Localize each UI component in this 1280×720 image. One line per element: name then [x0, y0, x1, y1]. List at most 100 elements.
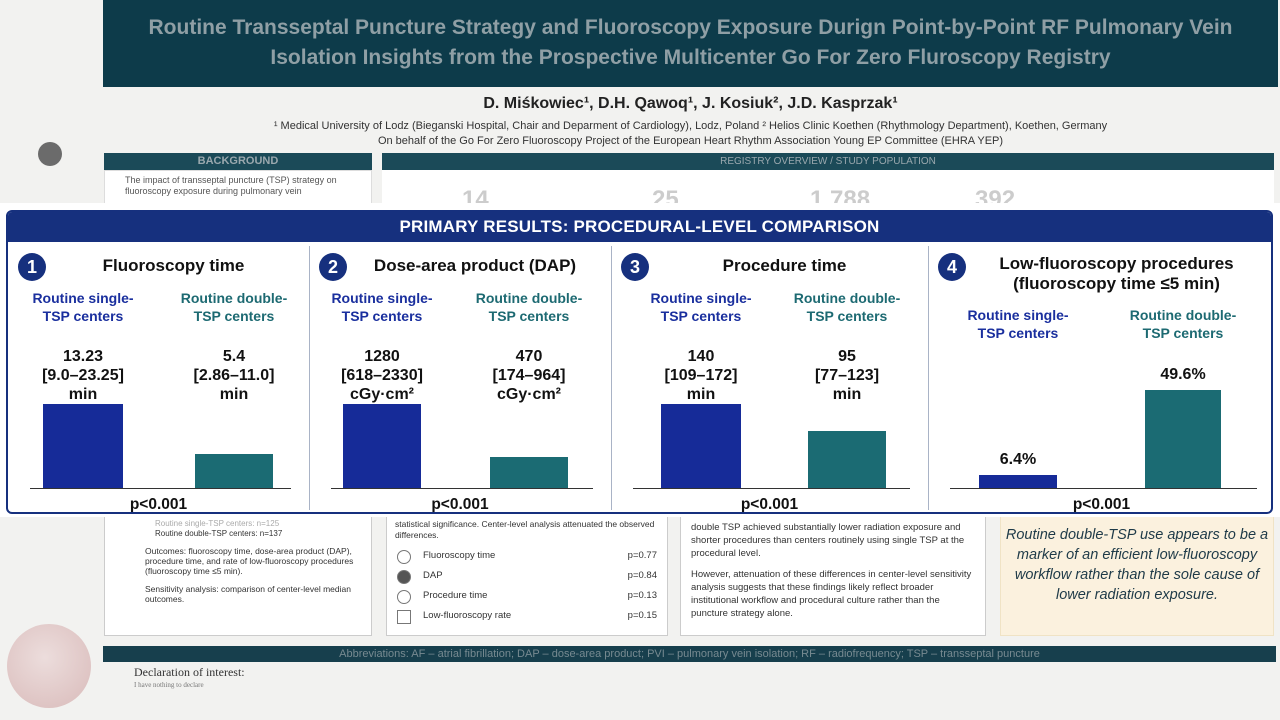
registry-header: REGISTRY OVERVIEW / STUDY POPULATION — [382, 153, 1274, 170]
p-value-label: p<0.001 — [431, 496, 489, 513]
value-unit: min — [686, 386, 716, 403]
value-unit: cGy·cm² — [349, 386, 415, 403]
p-value-label: p<0.001 — [740, 496, 799, 513]
panel-title-main: Low-fluoroscopy procedures — [999, 254, 1234, 273]
median-value: 13.23 — [62, 348, 104, 365]
center-row-p: p=0.15 — [627, 610, 657, 621]
bar-value-label: 5.4 [2.86–11.0] min — [169, 347, 299, 404]
p-value-label: p<0.001 — [1072, 496, 1131, 513]
p-value-label: p<0.001 — [129, 496, 188, 513]
group-label-single: Routine single-TSP centers — [331, 290, 433, 324]
conclusion-text: Routine double-TSP use appears to be a m… — [1005, 527, 1269, 603]
methods-outcomes: Outcomes: fluoroscopy time, dose-area pr… — [145, 546, 354, 576]
group-label-double: Routine double-TSP centers — [180, 290, 288, 324]
bar-single-tsp — [661, 404, 741, 488]
bar-double-tsp — [490, 457, 568, 488]
iqr-range: [9.0–23.25] — [42, 367, 124, 384]
registry-panel — [382, 170, 1274, 204]
center-row-procedure: Procedure time p=0.13 — [387, 590, 667, 604]
value-unit: cGy·cm² — [496, 386, 562, 403]
panel-title: Fluoroscopy time — [102, 256, 245, 275]
results-header: PRIMARY RESULTS: PROCEDURAL-LEVEL COMPAR… — [8, 212, 1271, 242]
center-row-p: p=0.84 — [627, 570, 657, 581]
panel-title: Dose-area product (DAP) — [373, 256, 577, 275]
median-value: 470 — [515, 348, 543, 365]
methods-panel: Routine single-TSP centers: n=125 Routin… — [104, 516, 372, 636]
results-panel-1: 1 Fluoroscopy time Routine single-TSP cent… — [8, 244, 309, 512]
globe-logo — [7, 624, 91, 708]
center-row-lowfluoro: Low-fluoroscopy rate p=0.15 — [387, 610, 667, 624]
x-axis-line — [633, 488, 910, 489]
affiliation-line: ¹ Medical University of Lodz (Bieganski … — [273, 120, 1108, 132]
x-axis-line — [30, 488, 291, 489]
value-unit: min — [219, 386, 249, 403]
center-row-fluoro: Fluoroscopy time p=0.77 — [387, 550, 667, 564]
x-axis-line — [950, 488, 1257, 489]
results-overlay: PRIMARY RESULTS: PROCEDURAL-LEVEL COMPAR… — [0, 203, 1280, 517]
center-row-dap: DAP p=0.84 — [387, 570, 667, 584]
dap-icon — [397, 570, 411, 584]
bar-single-tsp — [43, 404, 123, 488]
center-level-intro: statistical significance. Center-level a… — [395, 519, 655, 540]
panel-separator — [928, 246, 929, 510]
group-label-double: Routine double-TSP centers — [1129, 307, 1237, 341]
x-axis-line — [331, 488, 593, 489]
bar-value-label: 470 [174–964] cGy·cm² — [464, 347, 594, 404]
center-level-panel: statistical significance. Center-level a… — [386, 516, 668, 636]
bar-value-label: 6.4% — [999, 451, 1037, 468]
abbreviations-bar: Abbreviations: AF – atrial fibrillation;… — [103, 646, 1276, 662]
poster-affiliation: ¹ Medical University of Lodz (Bieganski … — [103, 119, 1278, 149]
bar-value-label: 1280 [618–2330] cGy·cm² — [317, 347, 447, 404]
bar-double-tsp — [808, 431, 886, 488]
interpretation-p2: However, attenuation of these difference… — [691, 569, 972, 619]
center-row-label: DAP — [423, 570, 443, 581]
methods-row-1: Routine single-TSP centers: n=125 — [155, 519, 280, 528]
timer-icon — [397, 590, 411, 604]
panel-title-sub: (fluoroscopy time ≤5 min) — [1013, 274, 1220, 293]
bar-value-label: 13.23 [9.0–23.25] min — [18, 347, 148, 404]
conclusion-panel: Routine double-TSP use appears to be a m… — [1000, 516, 1274, 636]
center-row-p: p=0.13 — [627, 590, 657, 601]
iqr-range: [109–172] — [664, 367, 738, 384]
grey-dot-icon — [38, 142, 62, 166]
iqr-range: [77–123] — [814, 367, 880, 384]
background-header: BACKGROUND — [104, 153, 372, 170]
value-unit: min — [832, 386, 862, 403]
iqr-range: [618–2330] — [341, 367, 423, 384]
results-frame: PRIMARY RESULTS: PROCEDURAL-LEVEL COMPAR… — [6, 210, 1273, 514]
panel-number-badge: 2 — [319, 253, 347, 281]
poster-authors: D. Miśkowiec¹, D.H. Qawoq¹, J. Kosiuk², … — [483, 95, 898, 112]
panel-separator — [309, 246, 310, 510]
results-panel-4: 4 Low-fluoroscopy procedures (fluoroscopy … — [928, 244, 1271, 513]
bar-chart-icon — [397, 610, 411, 624]
clock-icon — [397, 550, 411, 564]
group-label-double: Routine double-TSP centers — [793, 290, 901, 324]
median-value: 95 — [838, 348, 856, 365]
center-row-label: Low-fluoroscopy rate — [423, 610, 512, 621]
interpretation-p1: double TSP achieved substantially lower … — [691, 522, 965, 559]
panel-separator — [611, 246, 612, 510]
behalf-line: On behalf of the Go For Zero Fluoroscopy… — [377, 135, 1004, 147]
group-label-single: Routine single-TSP centers — [32, 290, 134, 324]
group-label-single: Routine single-TSP centers — [650, 290, 752, 324]
panel-number-badge: 3 — [621, 253, 649, 281]
methods-sensitivity: Sensitivity analysis: comparison of cent… — [145, 584, 351, 604]
poster-title: Routine Transseptal Puncture Strategy an… — [103, 0, 1278, 87]
value-unit: min — [68, 386, 98, 403]
bar-value-label: 140 [109–172] min — [636, 347, 766, 404]
results-panel-3: 3 Procedure time Routine single-TSP center… — [611, 244, 928, 512]
panel-number-badge: 4 — [938, 253, 966, 281]
panel-title: Low-fluoroscopy procedures (fluoroscopy t… — [968, 254, 1265, 294]
group-label-single: Routine single-TSP centers — [967, 307, 1069, 341]
group-label-double: Routine double-TSP centers — [475, 290, 583, 324]
median-value: 5.4 — [222, 348, 246, 365]
declaration-title: Declaration of interest: — [134, 665, 245, 679]
center-row-p: p=0.77 — [627, 550, 657, 561]
iqr-range: [2.86–11.0] — [193, 367, 275, 384]
bar-value-label: 95 [77–123] min — [782, 347, 912, 404]
panel-title: Procedure time — [722, 256, 847, 275]
bar-double-tsp — [195, 454, 273, 488]
bar-value-label: 49.6% — [1160, 366, 1206, 383]
center-row-label: Procedure time — [423, 590, 488, 601]
